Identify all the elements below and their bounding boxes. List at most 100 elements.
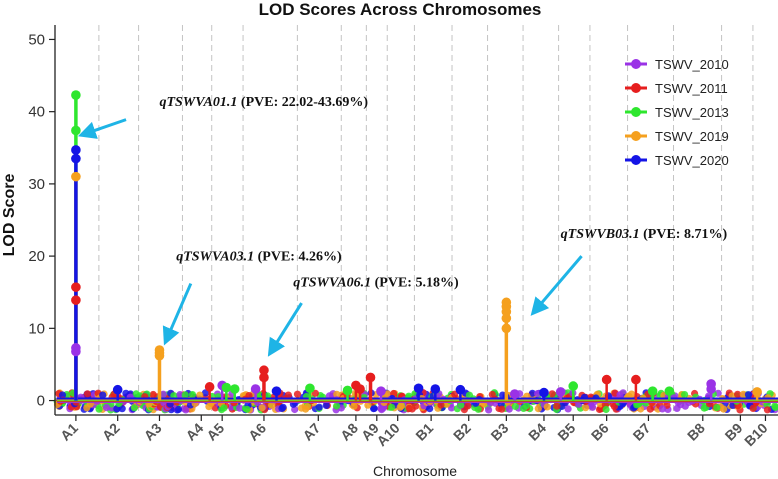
point-TSWV_2011	[259, 372, 269, 383]
background-point	[498, 405, 506, 413]
chart-title: LOD Scores Across Chromosomes	[259, 0, 542, 19]
background-point	[174, 405, 183, 413]
y-tick-label: 40	[28, 104, 45, 121]
legend-marker	[631, 83, 641, 93]
background-point	[188, 391, 197, 399]
pve-value: (PVE: 4.26%)	[254, 249, 342, 264]
background-point	[744, 391, 753, 399]
background-point	[589, 403, 597, 411]
background-point	[99, 391, 107, 399]
legend: TSWV_2010 TSWV_2011 TSWV_2013 TSWV_2019 TSWV…	[625, 57, 729, 168]
gene-name: qTSWVB03.1	[561, 227, 640, 242]
y-tick-label: 50	[28, 31, 45, 48]
annotation-layer: qTSWVA01.1 (PVE: 22.02-43.69%) qTSWVA03.1…	[77, 95, 727, 357]
background-point	[646, 405, 654, 413]
background-point	[201, 389, 209, 397]
background-point	[315, 403, 323, 411]
point-TSWV_2013	[229, 384, 240, 394]
background-point	[602, 405, 610, 414]
background-point	[412, 402, 420, 410]
background-point	[95, 405, 103, 413]
point-TSWV_2010	[250, 384, 261, 394]
point-TSWV_2020	[413, 383, 424, 394]
legend-marker	[631, 107, 641, 117]
annotation-arrow	[162, 282, 193, 346]
legend-label: TSWV_2013	[655, 105, 729, 120]
background-point	[465, 391, 473, 399]
background-point	[457, 401, 465, 409]
background-point	[245, 392, 253, 400]
legend-marker	[631, 155, 641, 165]
background-point	[426, 405, 434, 413]
annotation-arrow	[267, 302, 303, 357]
point-TSWV_2020	[112, 384, 123, 395]
point-TSWV_2020	[455, 384, 466, 395]
x-tick-label: B6	[588, 420, 612, 444]
background-point	[474, 405, 482, 413]
x-tick-label: B3	[487, 420, 511, 444]
background-point	[350, 402, 358, 410]
x-tick-label: B2	[450, 420, 474, 444]
point-TSWV_2019	[71, 171, 81, 182]
background-point	[534, 405, 542, 413]
y-tick-label: 0	[37, 393, 45, 410]
point-TSWV_2020	[430, 384, 441, 394]
background-point	[364, 401, 372, 409]
background-point	[511, 402, 519, 411]
background-point	[370, 405, 378, 413]
background-point	[293, 390, 302, 398]
background-point	[388, 403, 396, 411]
background-point	[170, 392, 178, 400]
background-point	[333, 390, 341, 398]
background-point	[182, 406, 190, 414]
background-point	[311, 389, 319, 397]
point-TSWV_2020	[71, 145, 81, 155]
x-tick-label: B10	[741, 420, 771, 450]
background-point	[196, 391, 204, 399]
background-point	[713, 404, 721, 412]
x-tick-label: A6	[245, 420, 269, 444]
background-point	[734, 390, 742, 398]
background-point	[58, 391, 67, 399]
background-point	[258, 404, 266, 412]
x-tick-label: B8	[684, 420, 708, 444]
background-point	[322, 401, 330, 409]
background-point	[279, 403, 287, 411]
background-point	[405, 404, 413, 412]
x-tick-label: A7	[299, 420, 323, 444]
point-TSWV_2020	[71, 153, 81, 164]
background-point	[333, 402, 341, 410]
background-point	[113, 405, 121, 413]
y-axis-label: LOD Score	[1, 174, 18, 257]
background-point	[658, 405, 667, 413]
legend-marker	[631, 131, 641, 141]
background-point	[205, 403, 213, 411]
legend-label: TSWV_2011	[655, 81, 728, 96]
background-point	[464, 402, 472, 410]
background-point	[102, 404, 111, 412]
point-TSWV_2013	[568, 381, 579, 391]
background-point	[582, 404, 590, 412]
annotation-arrow	[530, 255, 583, 316]
background-point	[610, 402, 619, 411]
background-point	[553, 402, 561, 410]
background-point	[176, 391, 184, 399]
point-TSWV_2020	[539, 387, 549, 398]
background-point	[83, 390, 92, 398]
point-TSWV_2011	[71, 295, 81, 305]
point-TSWV_2011	[71, 282, 81, 292]
background-point	[181, 391, 189, 399]
pve-value: (PVE: 5.18%)	[371, 275, 459, 290]
background-point	[564, 405, 572, 413]
point-TSWV_2019	[752, 387, 762, 397]
point-TSWV_2019	[154, 350, 165, 361]
point-TSWV_2011	[355, 384, 365, 394]
point-TSWV_2013	[305, 383, 315, 394]
background-point	[543, 403, 551, 411]
background-point	[243, 405, 251, 413]
point-TSWV_2020	[271, 386, 282, 396]
background-point	[268, 401, 276, 409]
y-tick-label: 10	[28, 320, 45, 337]
background-point	[236, 404, 244, 412]
background-point	[548, 390, 556, 398]
